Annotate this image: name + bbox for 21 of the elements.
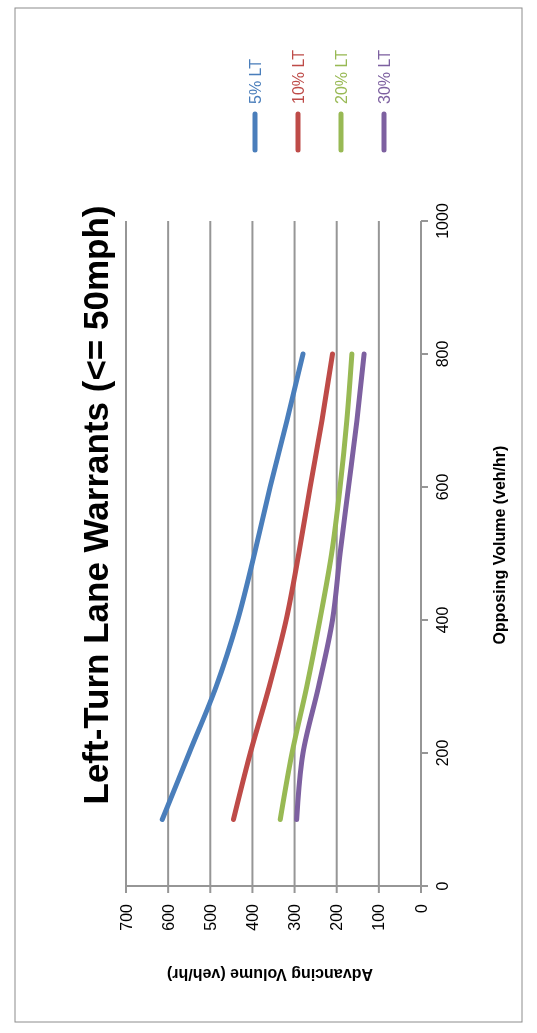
x-tick-label: 300 — [286, 903, 304, 931]
x-tick-label: 600 — [159, 903, 177, 931]
x-tick-label: 400 — [244, 903, 262, 931]
x-tick-label: 100 — [370, 903, 388, 931]
text: 10% LT — [289, 49, 307, 104]
text: Left-Turn Lane Warrants (<= 50mph) — [76, 205, 115, 805]
text: 30% LT — [375, 49, 393, 104]
y-tick-label: 600 — [434, 473, 451, 501]
text: 20% LT — [332, 49, 350, 104]
x-axis-title: Advancing Volume (veh/hr) — [167, 966, 373, 984]
y-tick-label: 400 — [434, 606, 451, 634]
x-tick-label: 0 — [412, 903, 430, 913]
y-axis-title: Opposing Volume (veh/hr) — [491, 445, 508, 645]
y-tick-label: 200 — [434, 739, 451, 767]
text: 5% LT — [246, 58, 264, 104]
y-tick-label: 0 — [434, 881, 451, 891]
x-tick-label: 700 — [117, 903, 135, 931]
x-tick-label: 500 — [201, 903, 219, 931]
x-tick-label: 200 — [328, 903, 346, 931]
y-tick-label: 800 — [434, 340, 451, 368]
y-tick-label: 1000 — [434, 203, 451, 239]
